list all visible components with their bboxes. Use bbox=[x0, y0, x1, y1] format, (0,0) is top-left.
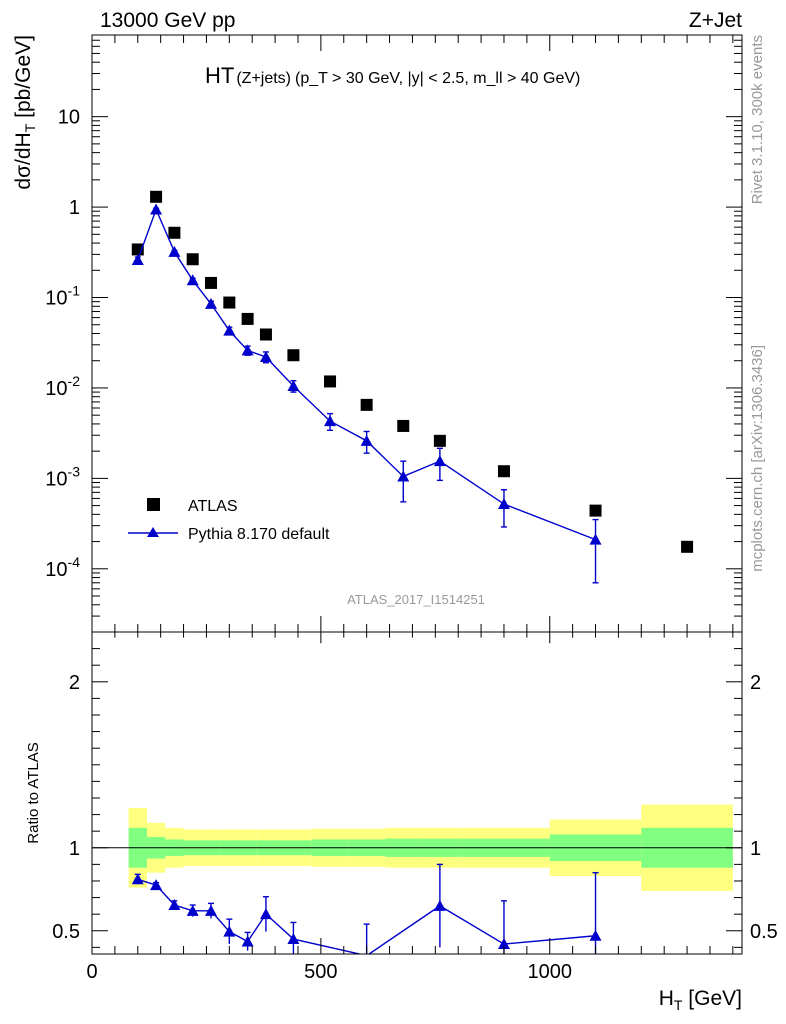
ratio-point bbox=[131, 873, 144, 885]
mc-point bbox=[433, 455, 446, 467]
atlas-point bbox=[324, 375, 337, 388]
atlas-point bbox=[397, 419, 410, 432]
mc-line bbox=[137, 207, 596, 541]
top-plot-area bbox=[131, 190, 694, 584]
atlas-point bbox=[223, 296, 236, 309]
atlas-point bbox=[287, 349, 300, 362]
mc-point bbox=[589, 533, 602, 545]
atlas-point bbox=[241, 312, 254, 325]
top-ytick-label: 1 bbox=[69, 197, 80, 219]
legend-mc-label: Pythia 8.170 default bbox=[188, 526, 330, 543]
bottom-ytick-label-left: 2 bbox=[69, 672, 80, 694]
ratio-group bbox=[131, 863, 602, 954]
ratio-point bbox=[433, 899, 446, 911]
bottom-ylabel: Ratio to ATLAS bbox=[25, 742, 42, 843]
ratio-point bbox=[168, 899, 181, 911]
bottom-axes: 0 500 1000 0.5 0.5 1 1 2 2 bbox=[52, 632, 778, 983]
rivet-label: Rivet 3.1.10, 300k events bbox=[749, 35, 766, 204]
bottom-ytick-label-left: 0.5 bbox=[52, 921, 80, 943]
bottom-ytick-label-right: 0.5 bbox=[750, 921, 778, 943]
atlas-point bbox=[205, 276, 218, 289]
bottom-panel: 0 500 1000 0.5 0.5 1 1 2 2 Ratio to ATLAS bbox=[25, 631, 778, 983]
xtick-label: 500 bbox=[304, 961, 337, 983]
plot-title-paren: (Z+jets) bbox=[236, 70, 291, 87]
analysis-id: ATLAS_2017_I1514251 bbox=[347, 592, 485, 607]
mc-point bbox=[259, 350, 272, 362]
mc-point bbox=[168, 245, 181, 257]
legend-atlas-marker bbox=[147, 498, 160, 511]
atlas-point bbox=[168, 226, 181, 239]
top-panel: 10-4 10-3 10-2 10-1 1 10 HT (Z+jets) (p_T > 30 … bbox=[12, 34, 743, 633]
mc-point bbox=[497, 498, 510, 510]
bottom-ytick-label-left: 1 bbox=[69, 838, 80, 860]
ratio-point bbox=[241, 935, 254, 947]
legend-mc-marker bbox=[147, 527, 159, 537]
top-ytick-label: 10 bbox=[58, 107, 80, 129]
xlabel: HT [GeV] bbox=[659, 987, 742, 1013]
mc-point bbox=[397, 470, 410, 482]
ratio-point bbox=[287, 933, 300, 945]
plot-title-main: HT bbox=[205, 63, 234, 88]
mc-point bbox=[324, 415, 337, 427]
atlas-point bbox=[589, 504, 602, 517]
bottom-frame bbox=[91, 631, 743, 955]
top-ytick-label: 10-4 bbox=[45, 554, 80, 581]
xtick-label: 1000 bbox=[527, 961, 572, 983]
atlas-point bbox=[150, 190, 163, 203]
bottom-plot-area bbox=[92, 804, 742, 954]
ratio-point bbox=[150, 879, 163, 891]
atlas-point bbox=[259, 328, 272, 341]
top-axes: 10-4 10-3 10-2 10-1 1 10 bbox=[45, 34, 742, 633]
header-right: Z+Jet bbox=[689, 9, 742, 32]
atlas-point bbox=[497, 465, 510, 478]
ratio-point bbox=[589, 929, 602, 941]
atlas-point bbox=[186, 253, 199, 266]
atlas-point bbox=[360, 398, 373, 411]
mc-point bbox=[241, 344, 254, 356]
mc-point bbox=[205, 297, 218, 309]
mc-point bbox=[150, 203, 163, 215]
ratio-point bbox=[186, 904, 199, 916]
legend: ATLAS Pythia 8.170 default bbox=[128, 498, 330, 543]
plot-title: HT (Z+jets) (p_T > 30 GeV, |y| < 2.5, m_ll… bbox=[205, 63, 580, 88]
top-ytick-label: 10-2 bbox=[45, 373, 80, 400]
atlas-point bbox=[681, 540, 694, 553]
plot-title-cuts: (p_T > 30 GeV, |y| < 2.5, m_ll > 40 GeV) bbox=[295, 70, 580, 87]
header-left: 13000 GeV pp bbox=[100, 9, 235, 32]
mc-point bbox=[223, 324, 236, 336]
bottom-ytick-label-right: 1 bbox=[750, 838, 761, 860]
legend-atlas-label: ATLAS bbox=[188, 498, 238, 515]
top-ytick-label: 10-3 bbox=[45, 463, 80, 490]
top-ytick-label: 10-1 bbox=[45, 283, 80, 310]
mcplots-label: mcplots.cern.ch [arXiv:1306.3436] bbox=[749, 345, 766, 572]
ratio-point bbox=[497, 938, 510, 950]
ratio-point bbox=[259, 908, 272, 920]
mc-point bbox=[131, 253, 144, 265]
top-ylabel: dσ/dHT [pb/GeV] bbox=[12, 35, 38, 190]
mc-point bbox=[360, 434, 373, 446]
mc-point bbox=[287, 380, 300, 392]
ratio-point bbox=[223, 925, 236, 937]
ratio-point bbox=[205, 904, 218, 916]
atlas-point bbox=[433, 434, 446, 447]
bottom-ytick-label-right: 2 bbox=[750, 672, 761, 694]
mc-point bbox=[186, 274, 199, 286]
xtick-label: 0 bbox=[86, 961, 97, 983]
